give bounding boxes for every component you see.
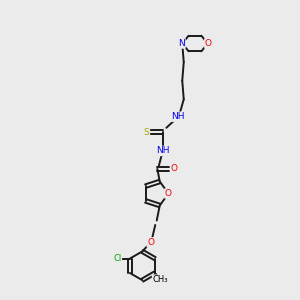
Text: O: O: [165, 189, 172, 198]
Text: NH: NH: [172, 112, 185, 121]
Text: O: O: [170, 164, 177, 173]
Text: S: S: [144, 128, 149, 137]
Text: CH₃: CH₃: [152, 275, 168, 284]
Text: O: O: [147, 238, 154, 247]
Text: N: N: [178, 39, 185, 48]
Text: O: O: [205, 39, 212, 48]
Text: Cl: Cl: [113, 254, 122, 263]
Text: NH: NH: [157, 146, 170, 155]
